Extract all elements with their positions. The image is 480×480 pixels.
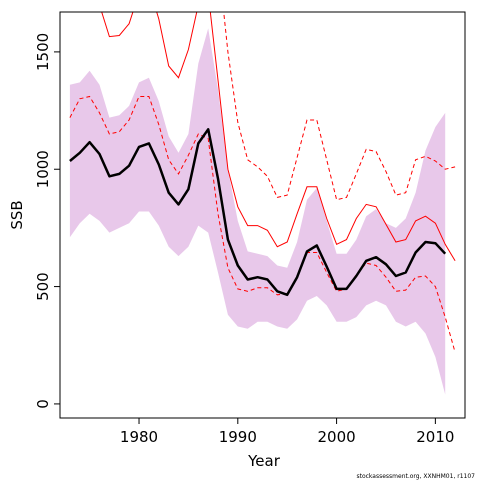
y-tick-label: 0 [34, 399, 52, 409]
x-tick-label: 2000 [317, 428, 355, 446]
y-tick-label: 1500 [34, 33, 52, 71]
x-tick-label: 2010 [416, 428, 454, 446]
x-axis: 1980 1990 2000 2010 [120, 418, 454, 446]
y-axis: 0 500 1000 1500 [34, 33, 60, 409]
reference-line [101, 12, 456, 262]
x-tick-label: 1980 [120, 428, 158, 446]
y-axis-title: SSB [8, 200, 26, 229]
plot-area [69, 12, 456, 395]
ssb-estimate-line [69, 128, 447, 297]
x-axis-title: Year [247, 452, 281, 470]
reference-upper-dashed-line [223, 12, 456, 201]
plot-frame [59, 11, 466, 419]
x-tick-label: 1990 [219, 428, 257, 446]
y-tick-label: 1000 [34, 150, 52, 188]
y-tick-label: 500 [34, 272, 52, 301]
confidence-band [69, 28, 446, 395]
footnote: stockassessment.org, XXNHM01, r1107 [356, 473, 475, 480]
